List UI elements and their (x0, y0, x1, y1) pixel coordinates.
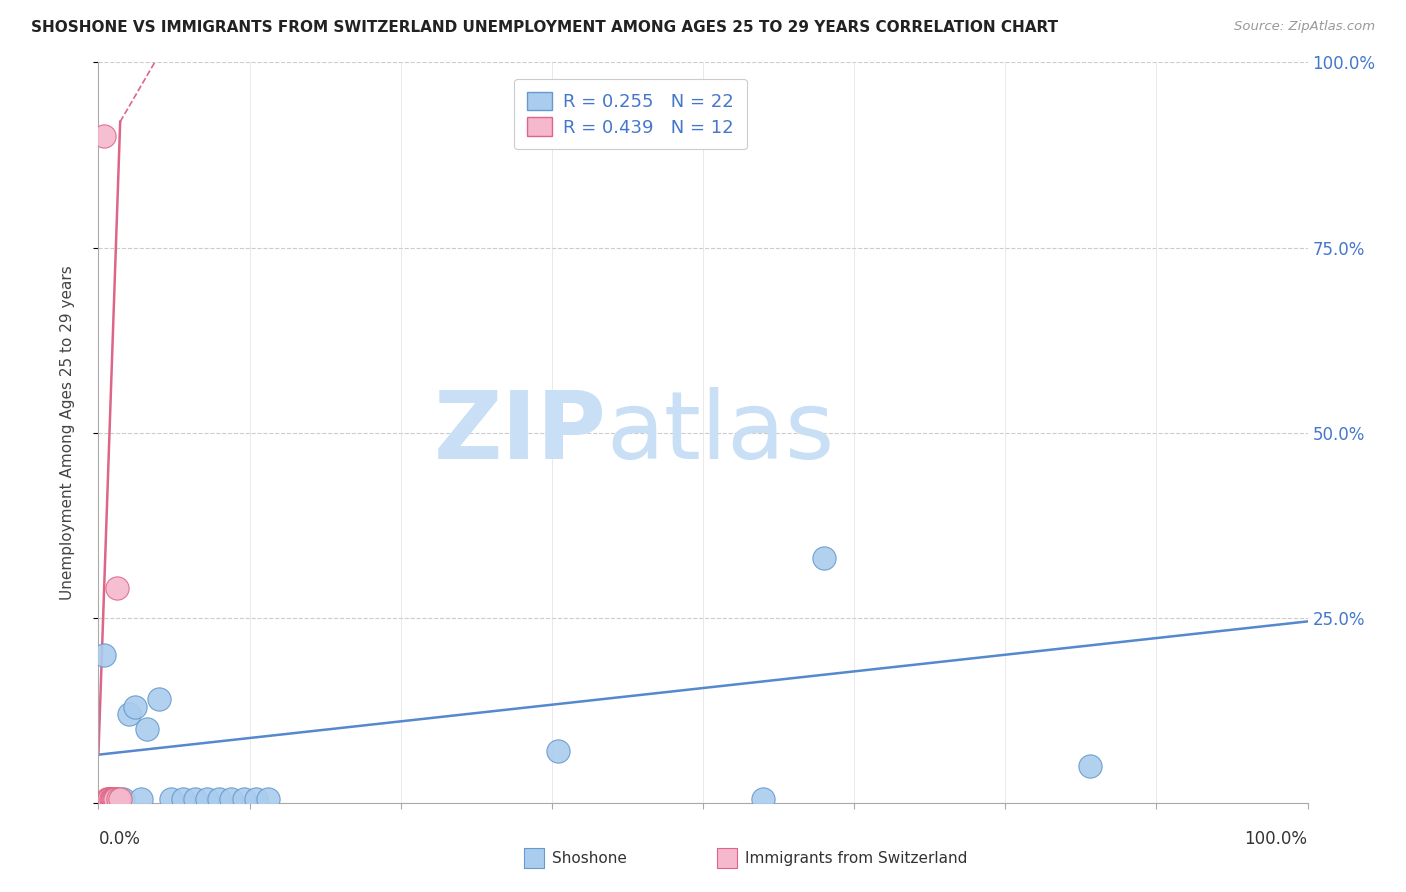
Text: Immigrants from Switzerland: Immigrants from Switzerland (745, 851, 967, 866)
Point (105, 581, 128, 595)
Text: 0.0%: 0.0% (98, 830, 141, 847)
Point (195, 792, 218, 806)
Point (124, 699, 146, 714)
Point (118, 706, 141, 721)
Point (100, 792, 122, 806)
Text: Source: ZipAtlas.com: Source: ZipAtlas.com (1234, 20, 1375, 33)
Point (813, 551, 835, 566)
Point (523, 851, 546, 865)
Point (111, 792, 134, 806)
Point (103, 792, 125, 806)
Point (184, 792, 207, 806)
Point (256, 792, 278, 806)
Point (100, 792, 122, 806)
Text: ZIP: ZIP (433, 386, 606, 479)
Point (108, 792, 131, 806)
Point (547, 744, 569, 758)
Text: atlas: atlas (606, 386, 835, 479)
Point (716, 851, 738, 865)
Point (208, 792, 231, 806)
Y-axis label: Unemployment Among Ages 25 to 29 years: Unemployment Among Ages 25 to 29 years (60, 265, 75, 600)
Point (104, 792, 127, 806)
Point (101, 792, 124, 806)
Point (1078, 758, 1101, 772)
Text: Shoshone: Shoshone (551, 851, 627, 866)
Point (107, 792, 129, 806)
Point (752, 792, 775, 806)
Point (93, 648, 115, 662)
Text: SHOSHONE VS IMMIGRANTS FROM SWITZERLAND UNEMPLOYMENT AMONG AGES 25 TO 29 YEARS C: SHOSHONE VS IMMIGRANTS FROM SWITZERLAND … (31, 20, 1059, 35)
Point (98, 792, 121, 806)
Point (96, 792, 118, 806)
Point (245, 792, 267, 806)
Point (160, 792, 183, 806)
Point (232, 792, 254, 806)
Text: 100.0%: 100.0% (1244, 830, 1308, 847)
Point (93, 129, 115, 144)
Legend: R = 0.255   N = 22, R = 0.439   N = 12: R = 0.255 N = 22, R = 0.439 N = 12 (515, 78, 747, 149)
Point (221, 792, 243, 806)
Point (100, 792, 122, 806)
Point (105, 792, 128, 806)
Point (148, 692, 170, 706)
Point (129, 792, 152, 806)
Point (172, 792, 194, 806)
Point (97, 792, 120, 806)
Point (135, 722, 157, 736)
